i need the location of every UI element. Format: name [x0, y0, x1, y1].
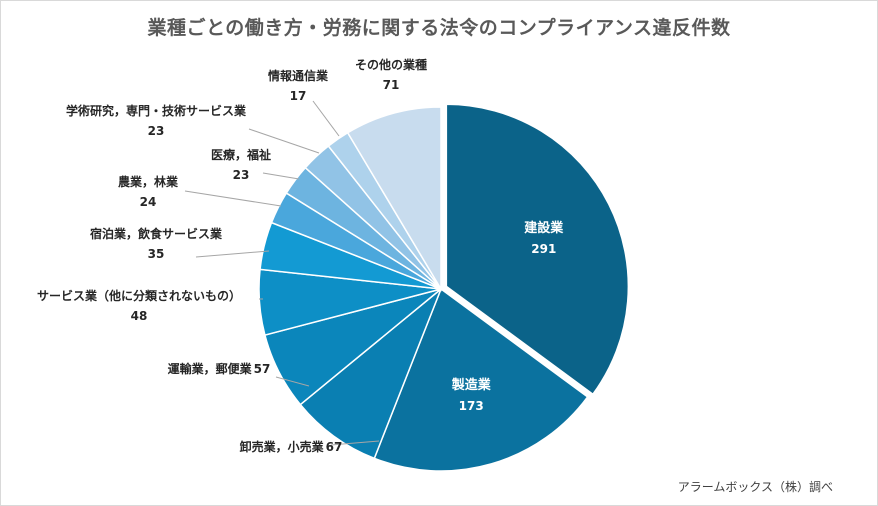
chart-title: 業種ごとの働き方・労務に関する法令のコンプライアンス違反件数 — [147, 17, 731, 39]
slice-label: 農業，林業 — [118, 174, 179, 189]
slice-label-name: 卸売業，小売業 — [240, 439, 325, 454]
slice-value: 23 — [148, 124, 165, 138]
slice-label-name: 運輸業，郵便業 — [168, 361, 253, 376]
slice-value: 71 — [383, 78, 400, 92]
leader-line — [275, 376, 310, 387]
slice-value: 291 — [531, 242, 556, 256]
slice-value: 67 — [326, 440, 343, 454]
slice-label: 学術研究，専門・技術サービス業 — [66, 103, 247, 118]
slice-value: 48 — [131, 309, 148, 323]
leader-line — [262, 172, 300, 180]
slice-value: 173 — [459, 399, 484, 413]
slice-label: 情報通信業 — [268, 68, 329, 83]
leader-line — [330, 440, 380, 446]
leader-line — [248, 128, 320, 154]
slice-label: 運輸業，郵便業 57 — [168, 361, 271, 376]
source-note: アラームボックス（株）調べ — [677, 480, 833, 494]
slice-label: 建設業 — [524, 220, 564, 236]
slice-value: 57 — [254, 362, 271, 376]
pie-slice — [299, 286, 443, 460]
leader-lines — [184, 100, 380, 446]
slice-label: サービス業（他に分類されないもの） — [37, 288, 241, 303]
slice-value: 35 — [148, 247, 165, 261]
slice-labels: 建設業 291 製造業 173 卸売業，小売業 67 運輸業，郵便業 57 サービス業（他に分類… — [37, 57, 564, 454]
slice-label: 宿泊業，飲食サービス業 — [90, 226, 223, 241]
pie-slices — [258, 103, 630, 472]
slice-label: その他の業種 — [355, 57, 427, 72]
leader-line — [184, 190, 282, 207]
slice-label: 卸売業，小売業 67 — [240, 439, 343, 454]
leader-line — [312, 100, 340, 137]
pie-slice — [346, 106, 442, 292]
pie-slice — [373, 287, 589, 472]
slice-label: 医療，福祉 — [211, 147, 271, 162]
slice-value: 24 — [140, 195, 157, 209]
slice-value: 23 — [233, 168, 250, 182]
leader-line — [195, 250, 270, 258]
pie-slice — [445, 103, 630, 396]
slice-label: 製造業 — [451, 377, 492, 393]
slice-value: 17 — [290, 89, 307, 103]
